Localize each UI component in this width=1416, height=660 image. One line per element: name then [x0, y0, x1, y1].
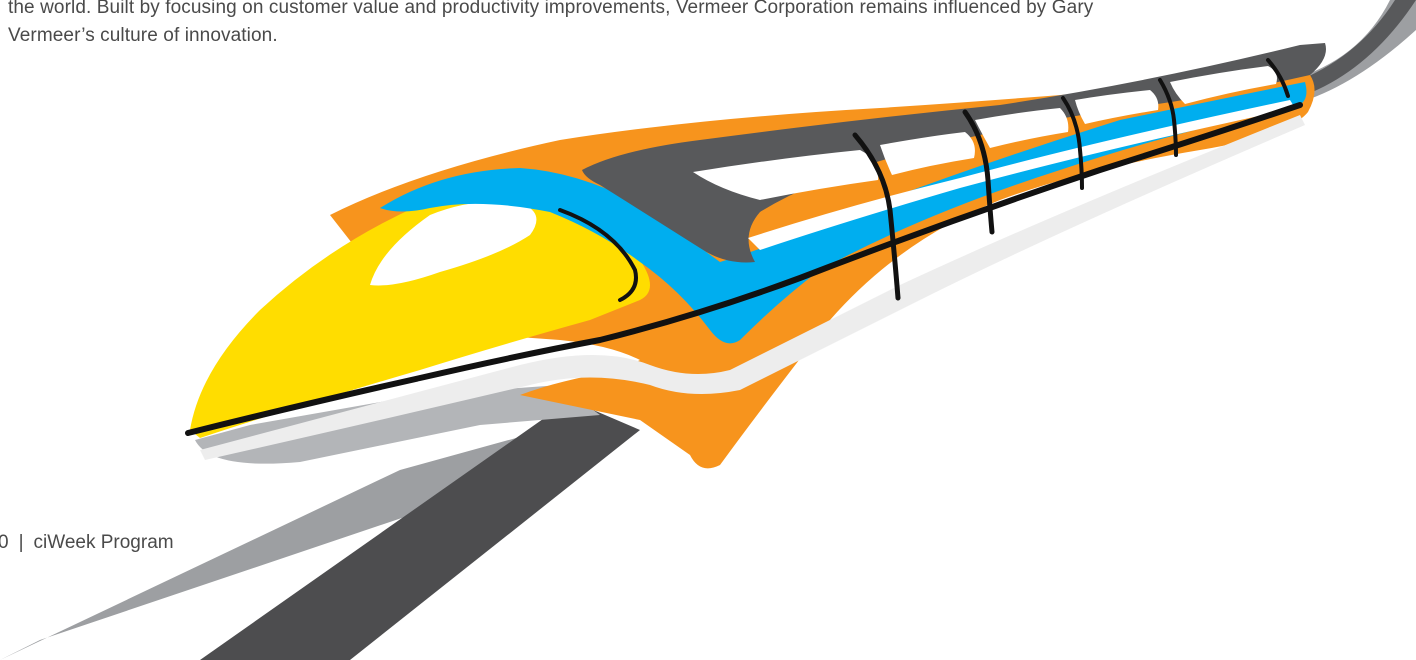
train-windshield	[370, 201, 537, 286]
program-name: ciWeek Program	[33, 532, 174, 553]
train-window-2	[880, 132, 975, 175]
train-window-3	[975, 108, 1069, 148]
body-paragraph: the world. Built by focusing on customer…	[8, 0, 1308, 50]
track-dark-beam	[200, 400, 640, 660]
train-nose-yellow	[190, 190, 650, 438]
body-line-1: the world. Built by focusing on customer…	[8, 0, 1094, 18]
train-window-5	[1170, 66, 1277, 104]
page-number: 0	[0, 532, 9, 553]
footer-separator: |	[18, 532, 24, 553]
track-light-beam	[0, 430, 545, 660]
train-underside	[200, 115, 1305, 460]
track-curve-rail-edge	[1300, 0, 1416, 95]
train-door-line-1	[852, 132, 901, 301]
train-window-band	[748, 100, 1295, 250]
train-window-4	[1075, 90, 1159, 124]
page-footer: 0 | ciWeek Program	[0, 532, 174, 554]
train-door-line-2	[962, 109, 995, 235]
train-nose-outline	[558, 208, 638, 302]
train-shadow	[195, 385, 600, 464]
train-outline-line	[185, 102, 1303, 436]
train-window-1	[693, 150, 879, 200]
body-line-2: Vermeer’s culture of innovation.	[8, 25, 278, 46]
train-stripe-blue	[380, 82, 1307, 344]
train-door-line-5	[1266, 58, 1290, 98]
